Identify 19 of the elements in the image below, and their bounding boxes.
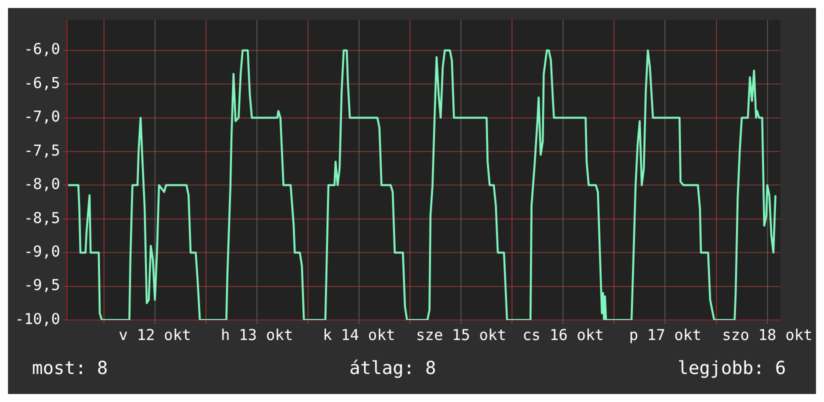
text: most: 8 (32, 358, 108, 379)
y-tick-label: -9,5 (24, 276, 60, 294)
x-tick-label: k 14 okt (322, 326, 396, 344)
y-tick-label: -6,5 (24, 74, 60, 92)
y-tick-label: -6,0 (24, 40, 60, 58)
x-tick-label: h 13 okt (220, 326, 294, 344)
text: legjobb: 6 (678, 358, 786, 379)
y-tick-label: -9,0 (24, 242, 60, 260)
x-tick-label: v 12 okt (118, 326, 192, 344)
x-tick-label: p 17 okt (629, 326, 702, 344)
text: átlag: 8 (349, 358, 436, 379)
y-tick-label: -8,5 (24, 208, 60, 227)
y-tick-label: -7,5 (24, 141, 60, 160)
y-tick-label: -8,0 (24, 175, 60, 194)
x-tick-label: cs 16 okt (522, 326, 604, 344)
y-tick-label: -10,0 (15, 310, 60, 328)
x-tick-label: sze 15 okt (416, 326, 506, 344)
y-tick-label: -7,0 (24, 108, 60, 126)
x-tick-label: szo 18 okt (722, 326, 812, 344)
